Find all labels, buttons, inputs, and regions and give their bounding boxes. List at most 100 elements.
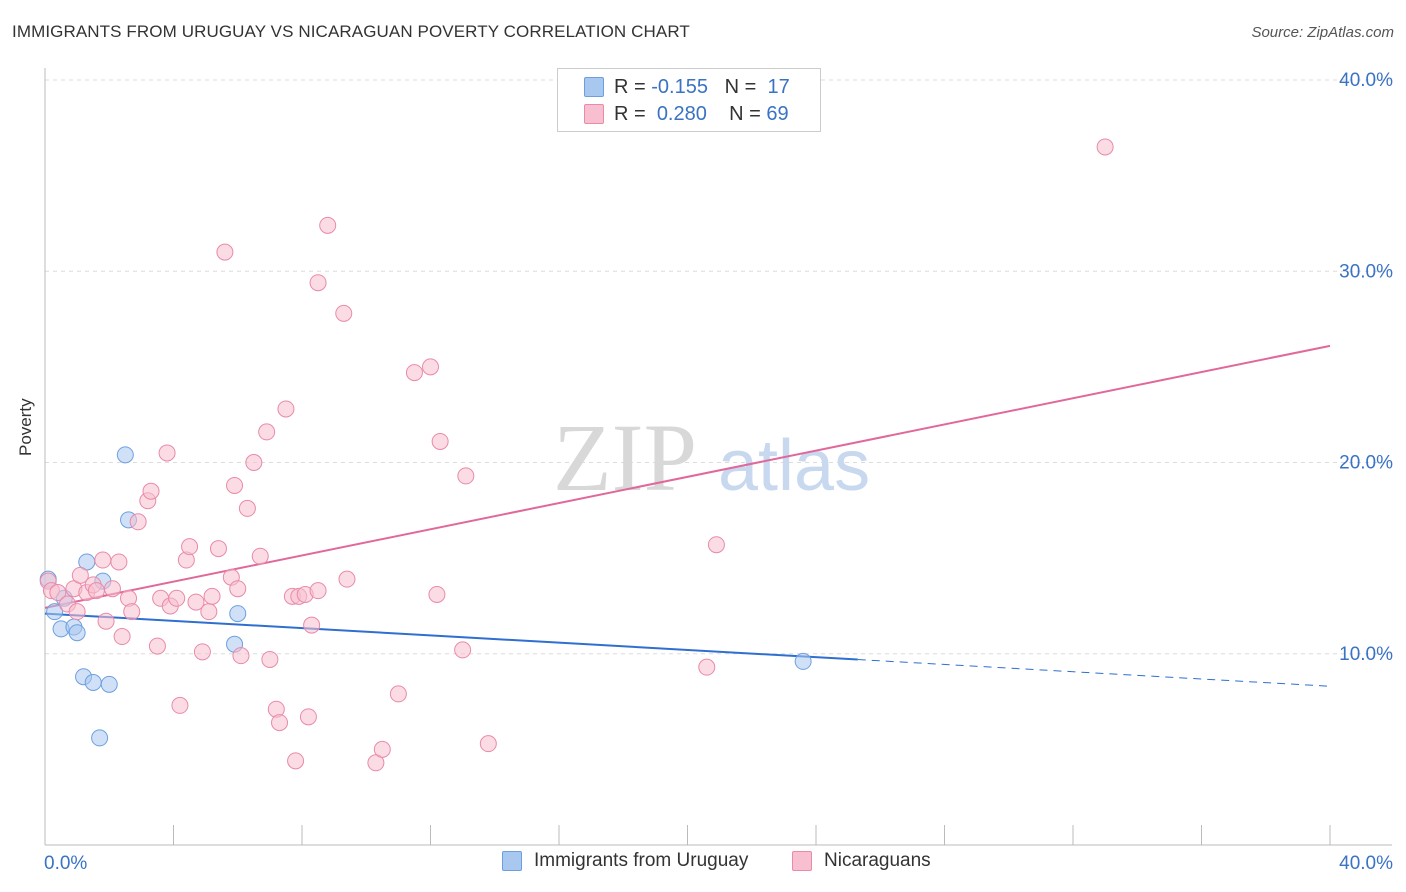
point-nicaraguans [171, 696, 189, 714]
point-nicaraguans [422, 358, 439, 376]
point-nicaraguans [129, 513, 147, 531]
point-nicaraguans [226, 476, 244, 494]
point-nicaraguans [405, 364, 423, 382]
point-nicaraguans [389, 685, 407, 703]
point-nicaraguans [373, 740, 391, 758]
point-uruguay [68, 624, 86, 642]
series-legend-uruguay: Immigrants from Uruguay [502, 850, 748, 872]
trend-line-nicaraguans [44, 344, 1331, 609]
legend-swatch-uruguay [584, 77, 604, 97]
legend-n-label: N = [724, 75, 757, 98]
point-nicaraguans [142, 482, 160, 500]
point-nicaraguans [238, 499, 256, 517]
point-nicaraguans [251, 547, 269, 565]
legend-row-uruguay: R = -0.155 N = 17 [584, 73, 790, 101]
point-nicaraguans [707, 536, 725, 554]
series-label-nicaraguans: Nicaraguans [824, 850, 931, 871]
legend-n-value-nicaraguans: 69 [766, 102, 789, 125]
grid-lines [45, 79, 1392, 655]
point-nicaraguans [309, 582, 327, 600]
point-uruguay [46, 603, 64, 621]
point-nicaraguans [97, 612, 115, 630]
point-nicaraguans [271, 714, 289, 732]
point-nicaraguans [428, 585, 446, 603]
legend-r-label: R = [614, 102, 646, 125]
watermark-zip: ZIP [553, 404, 697, 511]
point-nicaraguans [698, 658, 716, 676]
point-nicaraguans [94, 551, 112, 569]
series-label-uruguay: Immigrants from Uruguay [534, 850, 749, 871]
point-nicaraguans [103, 580, 121, 598]
legend-r-label: R = [614, 75, 646, 98]
legend-swatch-nicaraguans [584, 104, 604, 124]
point-nicaraguans [200, 603, 218, 621]
point-nicaraguans [479, 735, 497, 753]
point-uruguay [84, 673, 102, 691]
correlation-legend: R = -0.155 N = 17 R = 0.280 N = 69 [557, 68, 821, 132]
watermark: ZIP atlas [553, 404, 870, 511]
chart-title: IMMIGRANTS FROM URUGUAY VS NICARAGUAN PO… [12, 22, 690, 41]
point-uruguay [229, 605, 247, 623]
x-tick-label-min: 0.0% [44, 853, 87, 874]
point-nicaraguans [232, 647, 250, 665]
point-nicaraguans [287, 752, 305, 770]
point-nicaraguans [123, 603, 141, 621]
legend-row-nicaraguans: R = 0.280 N = 69 [584, 100, 789, 128]
point-uruguay [91, 729, 109, 747]
source-label: Source: ZipAtlas.com [1251, 24, 1394, 41]
point-nicaraguans [168, 589, 186, 607]
point-nicaraguans [303, 616, 321, 634]
point-nicaraguans [87, 582, 105, 600]
legend-n-label: N = [729, 102, 761, 125]
point-nicaraguans [49, 584, 67, 602]
point-uruguay [116, 446, 134, 464]
y-tick-label: 30.0% [1339, 261, 1393, 282]
trend-line-uruguay-projection [857, 659, 1331, 687]
point-nicaraguans [110, 553, 128, 571]
point-nicaraguans [319, 216, 337, 234]
point-nicaraguans [277, 400, 295, 418]
series-legend-nicaraguans: Nicaraguans [792, 850, 931, 872]
trend-lines [44, 344, 1331, 687]
series-legend: Immigrants from Uruguay Nicaraguans [0, 850, 1406, 878]
tick-labels: 10.0% 20.0% 30.0% 40.0% 0.0% 40.0% [44, 70, 1393, 874]
series-swatch-uruguay [502, 851, 522, 871]
point-nicaraguans [299, 708, 317, 726]
point-nicaraguans [335, 304, 353, 322]
point-nicaraguans [203, 587, 221, 605]
point-nicaraguans [71, 566, 89, 584]
point-nicaraguans [245, 454, 263, 471]
point-nicaraguans [68, 603, 86, 621]
point-nicaraguans [158, 444, 176, 462]
x-tick-label-max: 40.0% [1339, 853, 1393, 874]
point-nicaraguans [431, 432, 449, 450]
legend-n-value-uruguay: 17 [767, 75, 790, 98]
y-tick-label: 10.0% [1339, 644, 1393, 665]
point-nicaraguans [261, 650, 279, 668]
legend-r-value-uruguay: -0.155 [651, 75, 708, 98]
point-nicaraguans [209, 540, 227, 558]
point-nicaraguans [216, 243, 234, 261]
y-tick-label: 20.0% [1339, 453, 1393, 474]
legend-r-value-nicaraguans: 0.280 [656, 102, 707, 125]
trend-line-uruguay [44, 612, 858, 661]
point-nicaraguans [229, 580, 247, 598]
point-uruguay [794, 652, 812, 670]
point-nicaraguans [457, 467, 475, 485]
point-nicaraguans [181, 538, 199, 556]
point-nicaraguans [1096, 138, 1114, 156]
y-tick-label: 40.0% [1339, 70, 1393, 91]
point-nicaraguans [309, 274, 327, 292]
series-swatch-nicaraguans [792, 851, 812, 871]
point-nicaraguans [187, 593, 205, 611]
point-uruguay [100, 675, 118, 693]
point-nicaraguans [338, 570, 356, 588]
point-nicaraguans [113, 628, 131, 646]
point-nicaraguans [454, 641, 472, 659]
point-nicaraguans [148, 637, 166, 655]
point-nicaraguans [193, 643, 211, 661]
axes [44, 68, 1392, 846]
point-nicaraguans [258, 423, 276, 441]
data-points [39, 138, 1114, 772]
